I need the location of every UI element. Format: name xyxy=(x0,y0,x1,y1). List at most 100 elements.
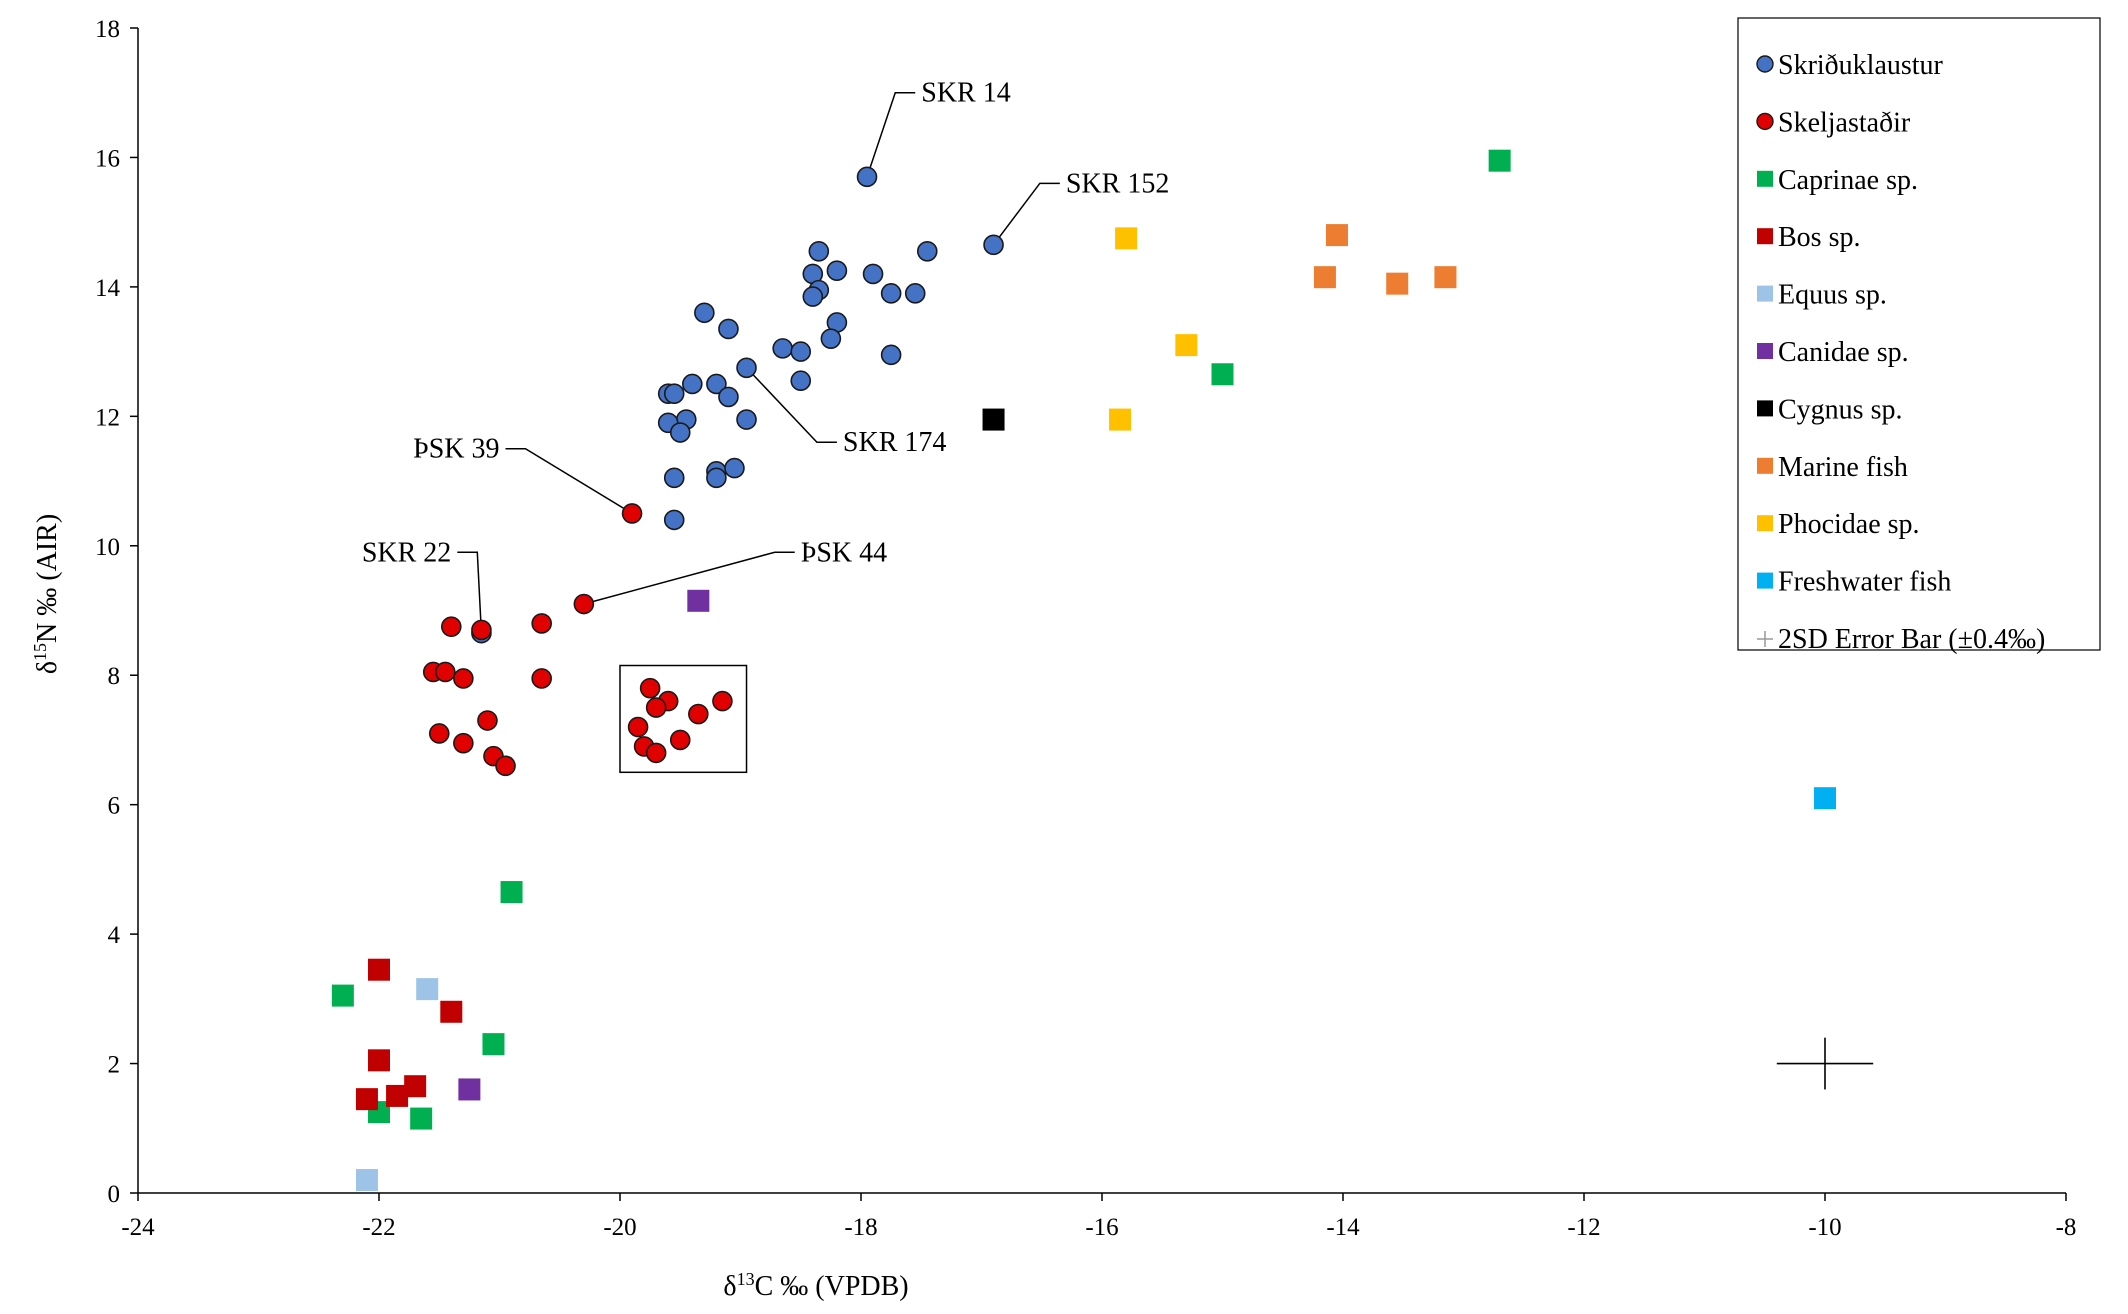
x-tick-label: -16 xyxy=(1085,1214,1118,1241)
data-point xyxy=(639,677,661,699)
legend-marker xyxy=(1757,457,1773,474)
data-point xyxy=(495,755,516,777)
data-point xyxy=(645,742,667,764)
annotations: SKR 14 SKR 152 SKR 174 ÞSK 39 SKR 22 ÞSK 44 xyxy=(362,78,1169,634)
data-point xyxy=(500,881,523,904)
data-point xyxy=(331,984,354,1007)
data-point xyxy=(904,283,926,304)
data-point xyxy=(706,373,727,395)
data-point xyxy=(663,467,685,489)
data-point xyxy=(724,457,745,479)
data-point xyxy=(1488,149,1511,172)
annotation-line xyxy=(866,91,916,178)
annotation-label: SKR 22 xyxy=(362,537,451,568)
data-point xyxy=(1313,266,1336,289)
x-tick-label: -14 xyxy=(1326,1214,1360,1241)
data-point xyxy=(434,661,456,683)
legend-marker xyxy=(1757,285,1773,302)
data-point xyxy=(916,240,938,262)
data-point xyxy=(477,710,498,731)
y-tick-label: 4 xyxy=(108,922,121,949)
data-point xyxy=(410,1107,433,1130)
y-tick-label: 16 xyxy=(95,145,120,172)
data-point xyxy=(368,1049,390,1072)
y-tick-label: 2 xyxy=(108,1052,121,1079)
data-point xyxy=(627,716,649,738)
legend-label: Skeljastaðir xyxy=(1778,107,1911,138)
y-tick-label: 14 xyxy=(95,275,121,302)
y-axis-title: δ15N ‰ (AIR) xyxy=(30,514,63,674)
data-point xyxy=(1814,787,1836,810)
x-tick-label: -8 xyxy=(2056,1214,2077,1241)
legend-label: Phocidae sp. xyxy=(1778,509,1920,540)
annotation-line xyxy=(583,551,795,605)
data-point xyxy=(687,589,710,612)
data-point xyxy=(880,344,902,366)
data-points xyxy=(331,149,1836,1192)
legend-label: 2SD Error Bar (±0.4‰) xyxy=(1778,624,2045,655)
data-point xyxy=(856,166,878,188)
data-point xyxy=(802,286,824,307)
legend-marker xyxy=(1757,400,1773,417)
data-point xyxy=(453,732,474,754)
data-point xyxy=(736,357,757,379)
legend-marker xyxy=(1756,55,1774,73)
x-tick-label: -10 xyxy=(1808,1214,1841,1241)
x-tick-label: -20 xyxy=(603,1214,636,1241)
data-point xyxy=(983,234,1004,256)
data-point xyxy=(669,422,691,443)
y-tick-label: 0 xyxy=(108,1181,121,1208)
data-point xyxy=(386,1084,409,1107)
data-point xyxy=(355,1169,378,1192)
data-point xyxy=(416,978,439,1001)
data-point xyxy=(736,409,757,430)
data-point xyxy=(1434,266,1457,289)
y-tick-label: 6 xyxy=(108,793,121,820)
data-point xyxy=(712,690,733,712)
data-point xyxy=(982,408,1005,431)
annotation-line xyxy=(505,447,633,515)
data-point xyxy=(428,723,450,744)
y-tick-label: 8 xyxy=(108,663,121,690)
data-point xyxy=(471,619,492,641)
annotation-label: ÞSK 39 xyxy=(413,434,499,465)
data-point xyxy=(681,373,703,395)
data-point xyxy=(645,697,667,718)
data-point xyxy=(862,263,884,285)
highlight-rect xyxy=(619,664,748,774)
legend-label: Caprinae sp. xyxy=(1778,165,1918,196)
data-point xyxy=(820,328,842,349)
legend-marker xyxy=(1757,572,1773,589)
data-point xyxy=(880,283,902,304)
highlight-box xyxy=(619,664,748,774)
data-point xyxy=(706,467,727,489)
y-tick-label: 10 xyxy=(95,534,120,561)
data-point xyxy=(772,338,793,359)
data-point xyxy=(458,1078,481,1101)
annotation-label: SKR 174 xyxy=(843,427,946,458)
data-point xyxy=(453,668,474,689)
data-point xyxy=(718,318,739,340)
annotation-line xyxy=(745,367,837,443)
x-tick-label: -12 xyxy=(1567,1214,1600,1241)
data-point xyxy=(1115,227,1138,250)
data-point xyxy=(688,703,709,725)
x-tick-label: -24 xyxy=(121,1214,155,1241)
data-point xyxy=(404,1075,427,1098)
data-point xyxy=(368,958,390,981)
data-point xyxy=(573,593,595,615)
legend-label: Skriðuklaustur xyxy=(1778,50,1944,81)
legend-label: Canidae sp. xyxy=(1778,337,1909,368)
data-point xyxy=(669,729,691,751)
data-point xyxy=(531,668,552,689)
legend-marker xyxy=(1757,228,1773,245)
x-tick-label: -18 xyxy=(844,1214,877,1241)
legend-label: Freshwater fish xyxy=(1778,567,1951,598)
data-point xyxy=(718,386,739,408)
data-point xyxy=(663,509,685,531)
annotation-line xyxy=(457,551,483,634)
data-point xyxy=(440,1000,463,1023)
data-point xyxy=(826,260,848,282)
data-point xyxy=(621,503,643,524)
